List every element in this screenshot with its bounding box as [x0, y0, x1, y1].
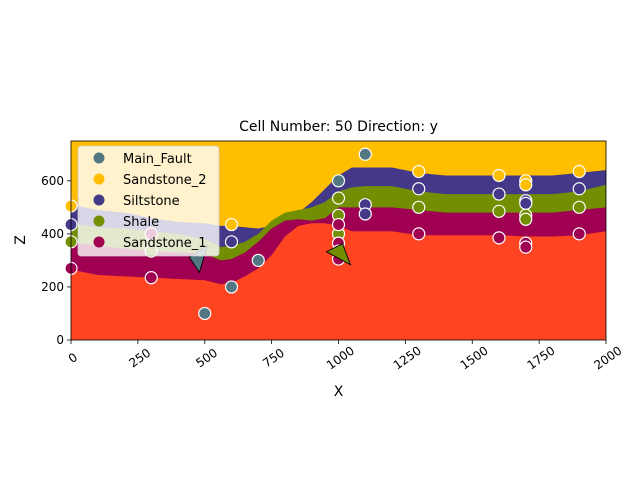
surface-point-siltstone: [412, 182, 426, 196]
y-tick-label: 600: [41, 174, 64, 188]
legend-marker-sandstone-1: [93, 236, 105, 248]
surface-point-sandstone-2: [224, 217, 239, 232]
surface-point-sandstone-2: [519, 178, 533, 192]
legend-marker-main-fault: [93, 152, 105, 164]
surface-point-main-fault: [198, 306, 212, 321]
y-axis: 0 200 400 600: [41, 174, 71, 347]
y-tick-label: 0: [56, 333, 64, 347]
legend: Main_Fault Sandstone_2 Siltstone Shale Sands…: [77, 145, 220, 257]
surface-point-shale: [492, 204, 506, 218]
legend-label-sandstone-2: Sandstone_2: [123, 173, 207, 188]
legend-frame: [77, 145, 220, 257]
surface-point-siltstone: [492, 187, 506, 201]
surface-point-sandstone-1: [412, 227, 426, 241]
orientation-shale: [325, 243, 352, 266]
surface-point-main-fault: [224, 280, 239, 294]
x-tick-label: 500: [193, 346, 220, 371]
surface-point-sandstone-1: [519, 240, 533, 254]
surface-point-main-fault: [251, 253, 265, 267]
surface-point-sandstone-2: [572, 164, 586, 179]
x-tick-label: 0: [66, 350, 80, 366]
surface-point-sandstone-2: [492, 168, 506, 183]
x-tick-label: 1750: [525, 344, 558, 373]
x-axis-label: X: [334, 384, 344, 400]
surface-point-siltstone: [358, 207, 372, 221]
chart-title: Cell Number: 50 Direction: y: [239, 119, 438, 135]
legend-marker-siltstone: [93, 194, 105, 206]
y-tick-label: 200: [41, 280, 64, 294]
x-tick-label: 2000: [591, 344, 624, 373]
surface-point-sandstone-1: [144, 271, 158, 285]
legend-label-main-fault: Main_Fault: [123, 152, 192, 167]
x-tick-label: 750: [260, 346, 287, 371]
legend-label-shale: Shale: [123, 215, 159, 230]
legend-label-siltstone: Siltstone: [123, 194, 180, 209]
surface-point-main-fault: [358, 147, 372, 161]
legend-marker-shale: [93, 215, 105, 227]
x-tick-label: 250: [126, 346, 153, 371]
surface-point-siltstone: [519, 196, 533, 210]
y-tick-label: 400: [41, 227, 64, 241]
legend-label-sandstone-1: Sandstone_1: [123, 236, 207, 251]
surface-point-sandstone-1: [331, 217, 346, 232]
surface-point-shale: [519, 212, 533, 226]
surface-point-sandstone-2: [412, 164, 426, 179]
surface-point-shale: [412, 200, 426, 214]
y-axis-label: Z: [13, 235, 29, 245]
surface-point-siltstone: [572, 182, 586, 196]
legend-marker-sandstone-2: [93, 173, 105, 185]
surface-point-sandstone-1: [492, 231, 506, 245]
surface-point-main-fault: [331, 174, 346, 188]
surface-point-sandstone-1: [572, 227, 586, 241]
x-tick-label: 1500: [458, 344, 491, 373]
x-tick-label: 1000: [324, 344, 357, 373]
surface-point-shale: [572, 200, 586, 214]
x-tick-label: 1250: [391, 344, 424, 373]
x-axis: 0 250 500 750 1000 1250 1500 1750 2000: [66, 340, 625, 372]
surface-point-shale: [331, 191, 346, 205]
surface-point-siltstone: [224, 235, 239, 249]
